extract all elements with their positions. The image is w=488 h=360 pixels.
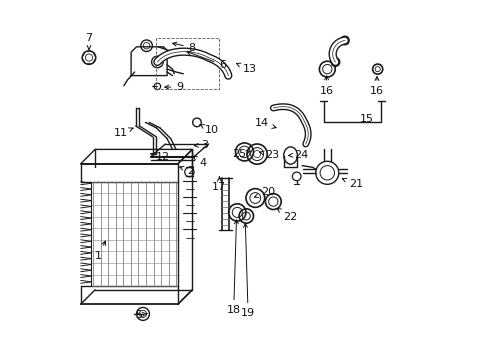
Text: 23: 23: [259, 150, 279, 160]
Text: 2: 2: [180, 166, 194, 176]
Text: 11: 11: [113, 128, 133, 138]
Text: 6: 6: [186, 51, 226, 70]
Text: 14: 14: [254, 118, 276, 129]
Text: 25: 25: [232, 149, 249, 159]
Text: 21: 21: [342, 178, 362, 189]
Text: 8: 8: [172, 42, 195, 53]
Text: 1: 1: [95, 241, 105, 261]
Text: 12: 12: [150, 152, 170, 162]
Text: 5: 5: [135, 310, 147, 320]
Text: 24: 24: [288, 150, 308, 160]
Text: 20: 20: [254, 186, 274, 197]
Text: 18: 18: [226, 220, 240, 315]
Text: 13: 13: [236, 63, 256, 74]
Text: 19: 19: [241, 224, 255, 318]
Text: 7: 7: [85, 33, 92, 49]
Text: 17: 17: [212, 177, 226, 192]
Text: 16: 16: [369, 77, 383, 96]
Text: 10: 10: [199, 125, 219, 135]
Text: 9: 9: [164, 82, 183, 92]
Text: 15: 15: [359, 114, 373, 124]
Text: 3: 3: [194, 140, 208, 150]
Text: 22: 22: [277, 209, 297, 222]
Text: 16: 16: [319, 76, 333, 96]
Text: 4: 4: [193, 156, 206, 168]
